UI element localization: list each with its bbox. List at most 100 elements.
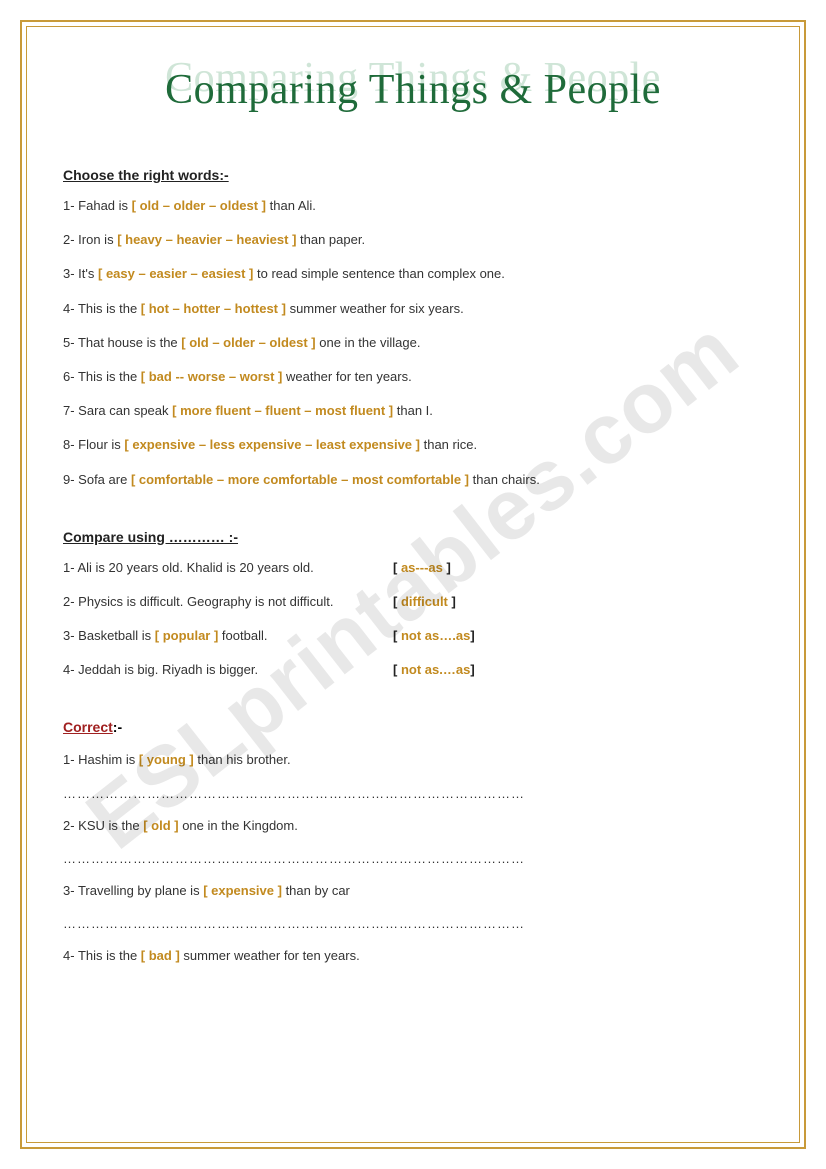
item-pre-text: This is the	[78, 369, 141, 384]
item-pre-text: Sofa are	[78, 472, 131, 487]
section1-item: 9- Sofa are [ comfortable – more comfort…	[63, 471, 763, 489]
section2-item: 3- Basketball is [ popular ] football.[ …	[63, 627, 763, 645]
section1-item: 5- That house is the [ old – older – old…	[63, 334, 763, 352]
item-number: 4-	[63, 662, 78, 677]
item-number: 1-	[63, 560, 77, 575]
hint-close-bracket: ]	[470, 662, 474, 677]
item-bracket: [ bad ]	[141, 948, 180, 963]
compare-hint: [ difficult ]	[393, 593, 456, 611]
section1-item: 4- This is the [ hot – hotter – hottest …	[63, 300, 763, 318]
section3-item: 3- Travelling by plane is [ expensive ] …	[63, 882, 763, 900]
answer-blank-line: ………………………………………………………………………………………	[63, 851, 763, 866]
hint-open-bracket: [	[393, 628, 401, 643]
answer-blank-line: ………………………………………………………………………………………	[63, 786, 763, 801]
item-pre-text: KSU is the	[78, 818, 143, 833]
section1-heading: Choose the right words:-	[63, 167, 763, 183]
section2-heading: Compare using ………… :-	[63, 529, 763, 545]
item-text: Physics is difficult. Geography is not d…	[78, 594, 333, 609]
section1-list: 1- Fahad is [ old – older – oldest ] tha…	[63, 197, 763, 489]
item-post-text: weather for ten years.	[282, 369, 411, 384]
item-bracket: [ young ]	[139, 752, 194, 767]
item-number: 4-	[63, 948, 78, 963]
item-post-text: than Ali.	[266, 198, 316, 213]
section3-list: 1- Hashim is [ young ] than his brother.…	[63, 751, 763, 965]
item-bracket: [ comfortable – more comfortable – most …	[131, 472, 469, 487]
item-pre-text: Iron is	[78, 232, 117, 247]
inner-frame: Comparing Things & People Comparing Thin…	[26, 26, 800, 1143]
item-bracket: [ old ]	[143, 818, 178, 833]
item-pre-text: Flour is	[78, 437, 124, 452]
item-post-text: than I.	[393, 403, 433, 418]
section2-item: 4- Jeddah is big. Riyadh is bigger.[ not…	[63, 661, 763, 679]
hint-close-bracket: ]	[448, 594, 456, 609]
item-bracket: [ expensive – less expensive – least exp…	[124, 437, 420, 452]
hint-text: not as.…as	[401, 662, 470, 677]
item-bracket: [ bad -- worse – worst ]	[141, 369, 283, 384]
hint-open-bracket: [	[393, 662, 401, 677]
section3-heading-suffix: :-	[113, 719, 122, 735]
hint-text: not as….as	[401, 628, 470, 643]
item-bracket: [ expensive ]	[203, 883, 282, 898]
item-bracket: [ heavy – heavier – heaviest ]	[117, 232, 296, 247]
item-number: 3-	[63, 628, 78, 643]
item-number: 8-	[63, 437, 78, 452]
item-number: 2-	[63, 594, 78, 609]
compare-hint: [ not as….as]	[393, 627, 475, 645]
section3-heading: Correct	[63, 719, 113, 735]
section3-item: 1- Hashim is [ young ] than his brother.	[63, 751, 763, 769]
hint-open-bracket: [	[393, 594, 401, 609]
item-number: 9-	[63, 472, 78, 487]
item-post-text: than chairs.	[469, 472, 540, 487]
compare-hint: [ as---as ]	[393, 559, 451, 577]
hint-text: difficult	[401, 594, 448, 609]
item-bracket: [ old – older – oldest ]	[132, 198, 266, 213]
item-text: Ali is 20 years old. Khalid is 20 years …	[77, 560, 313, 575]
section3-item: 2- KSU is the [ old ] one in the Kingdom…	[63, 817, 763, 835]
item-pre-text: This is the	[78, 301, 141, 316]
item-bracket: [ easy – easier – easiest ]	[98, 266, 253, 281]
item-number: 3-	[63, 883, 78, 898]
item-number: 6-	[63, 369, 78, 384]
item-post-text: football.	[218, 628, 267, 643]
item-pre-text: Sara can speak	[78, 403, 172, 418]
compare-text: 4- Jeddah is big. Riyadh is bigger.	[63, 661, 393, 679]
item-bracket: [ hot – hotter – hottest ]	[141, 301, 286, 316]
item-pre-text: Basketball is	[78, 628, 155, 643]
item-pre-text: Hashim is	[78, 752, 139, 767]
hint-text: as---as	[401, 560, 443, 575]
section3-heading-wrap: Correct:-	[63, 719, 763, 737]
item-number: 5-	[63, 335, 78, 350]
item-post-text: than paper.	[296, 232, 365, 247]
section1-item: 6- This is the [ bad -- worse – worst ] …	[63, 368, 763, 386]
item-pre-text: It's	[78, 266, 98, 281]
item-pre-text: This is the	[78, 948, 141, 963]
item-number: 2-	[63, 232, 78, 247]
item-bracket: [ popular ]	[155, 628, 219, 643]
hint-close-bracket: ]	[470, 628, 474, 643]
item-number: 1-	[63, 752, 78, 767]
section2-list: 1- Ali is 20 years old. Khalid is 20 yea…	[63, 559, 763, 680]
section1-item: 1- Fahad is [ old – older – oldest ] tha…	[63, 197, 763, 215]
compare-text: 3- Basketball is [ popular ] football.	[63, 627, 393, 645]
item-text: Jeddah is big. Riyadh is bigger.	[78, 662, 258, 677]
item-post-text: one in the Kingdom.	[179, 818, 298, 833]
item-post-text: than rice.	[420, 437, 477, 452]
section2-item: 2- Physics is difficult. Geography is no…	[63, 593, 763, 611]
item-pre-text: That house is the	[78, 335, 181, 350]
item-pre-text: Fahad is	[78, 198, 131, 213]
compare-text: 1- Ali is 20 years old. Khalid is 20 yea…	[63, 559, 393, 577]
section1-item: 3- It's [ easy – easier – easiest ] to r…	[63, 265, 763, 283]
section1-item: 2- Iron is [ heavy – heavier – heaviest …	[63, 231, 763, 249]
compare-hint: [ not as.…as]	[393, 661, 475, 679]
item-number: 3-	[63, 266, 78, 281]
item-post-text: one in the village.	[316, 335, 421, 350]
item-number: 4-	[63, 301, 78, 316]
section1-item: 8- Flour is [ expensive – less expensive…	[63, 436, 763, 454]
item-post-text: than his brother.	[194, 752, 291, 767]
item-bracket: [ old – older – oldest ]	[181, 335, 315, 350]
item-post-text: summer weather for ten years.	[180, 948, 360, 963]
hint-close-bracket: ]	[443, 560, 451, 575]
section3-item: 4- This is the [ bad ] summer weather fo…	[63, 947, 763, 965]
item-number: 7-	[63, 403, 78, 418]
hint-open-bracket: [	[393, 560, 401, 575]
